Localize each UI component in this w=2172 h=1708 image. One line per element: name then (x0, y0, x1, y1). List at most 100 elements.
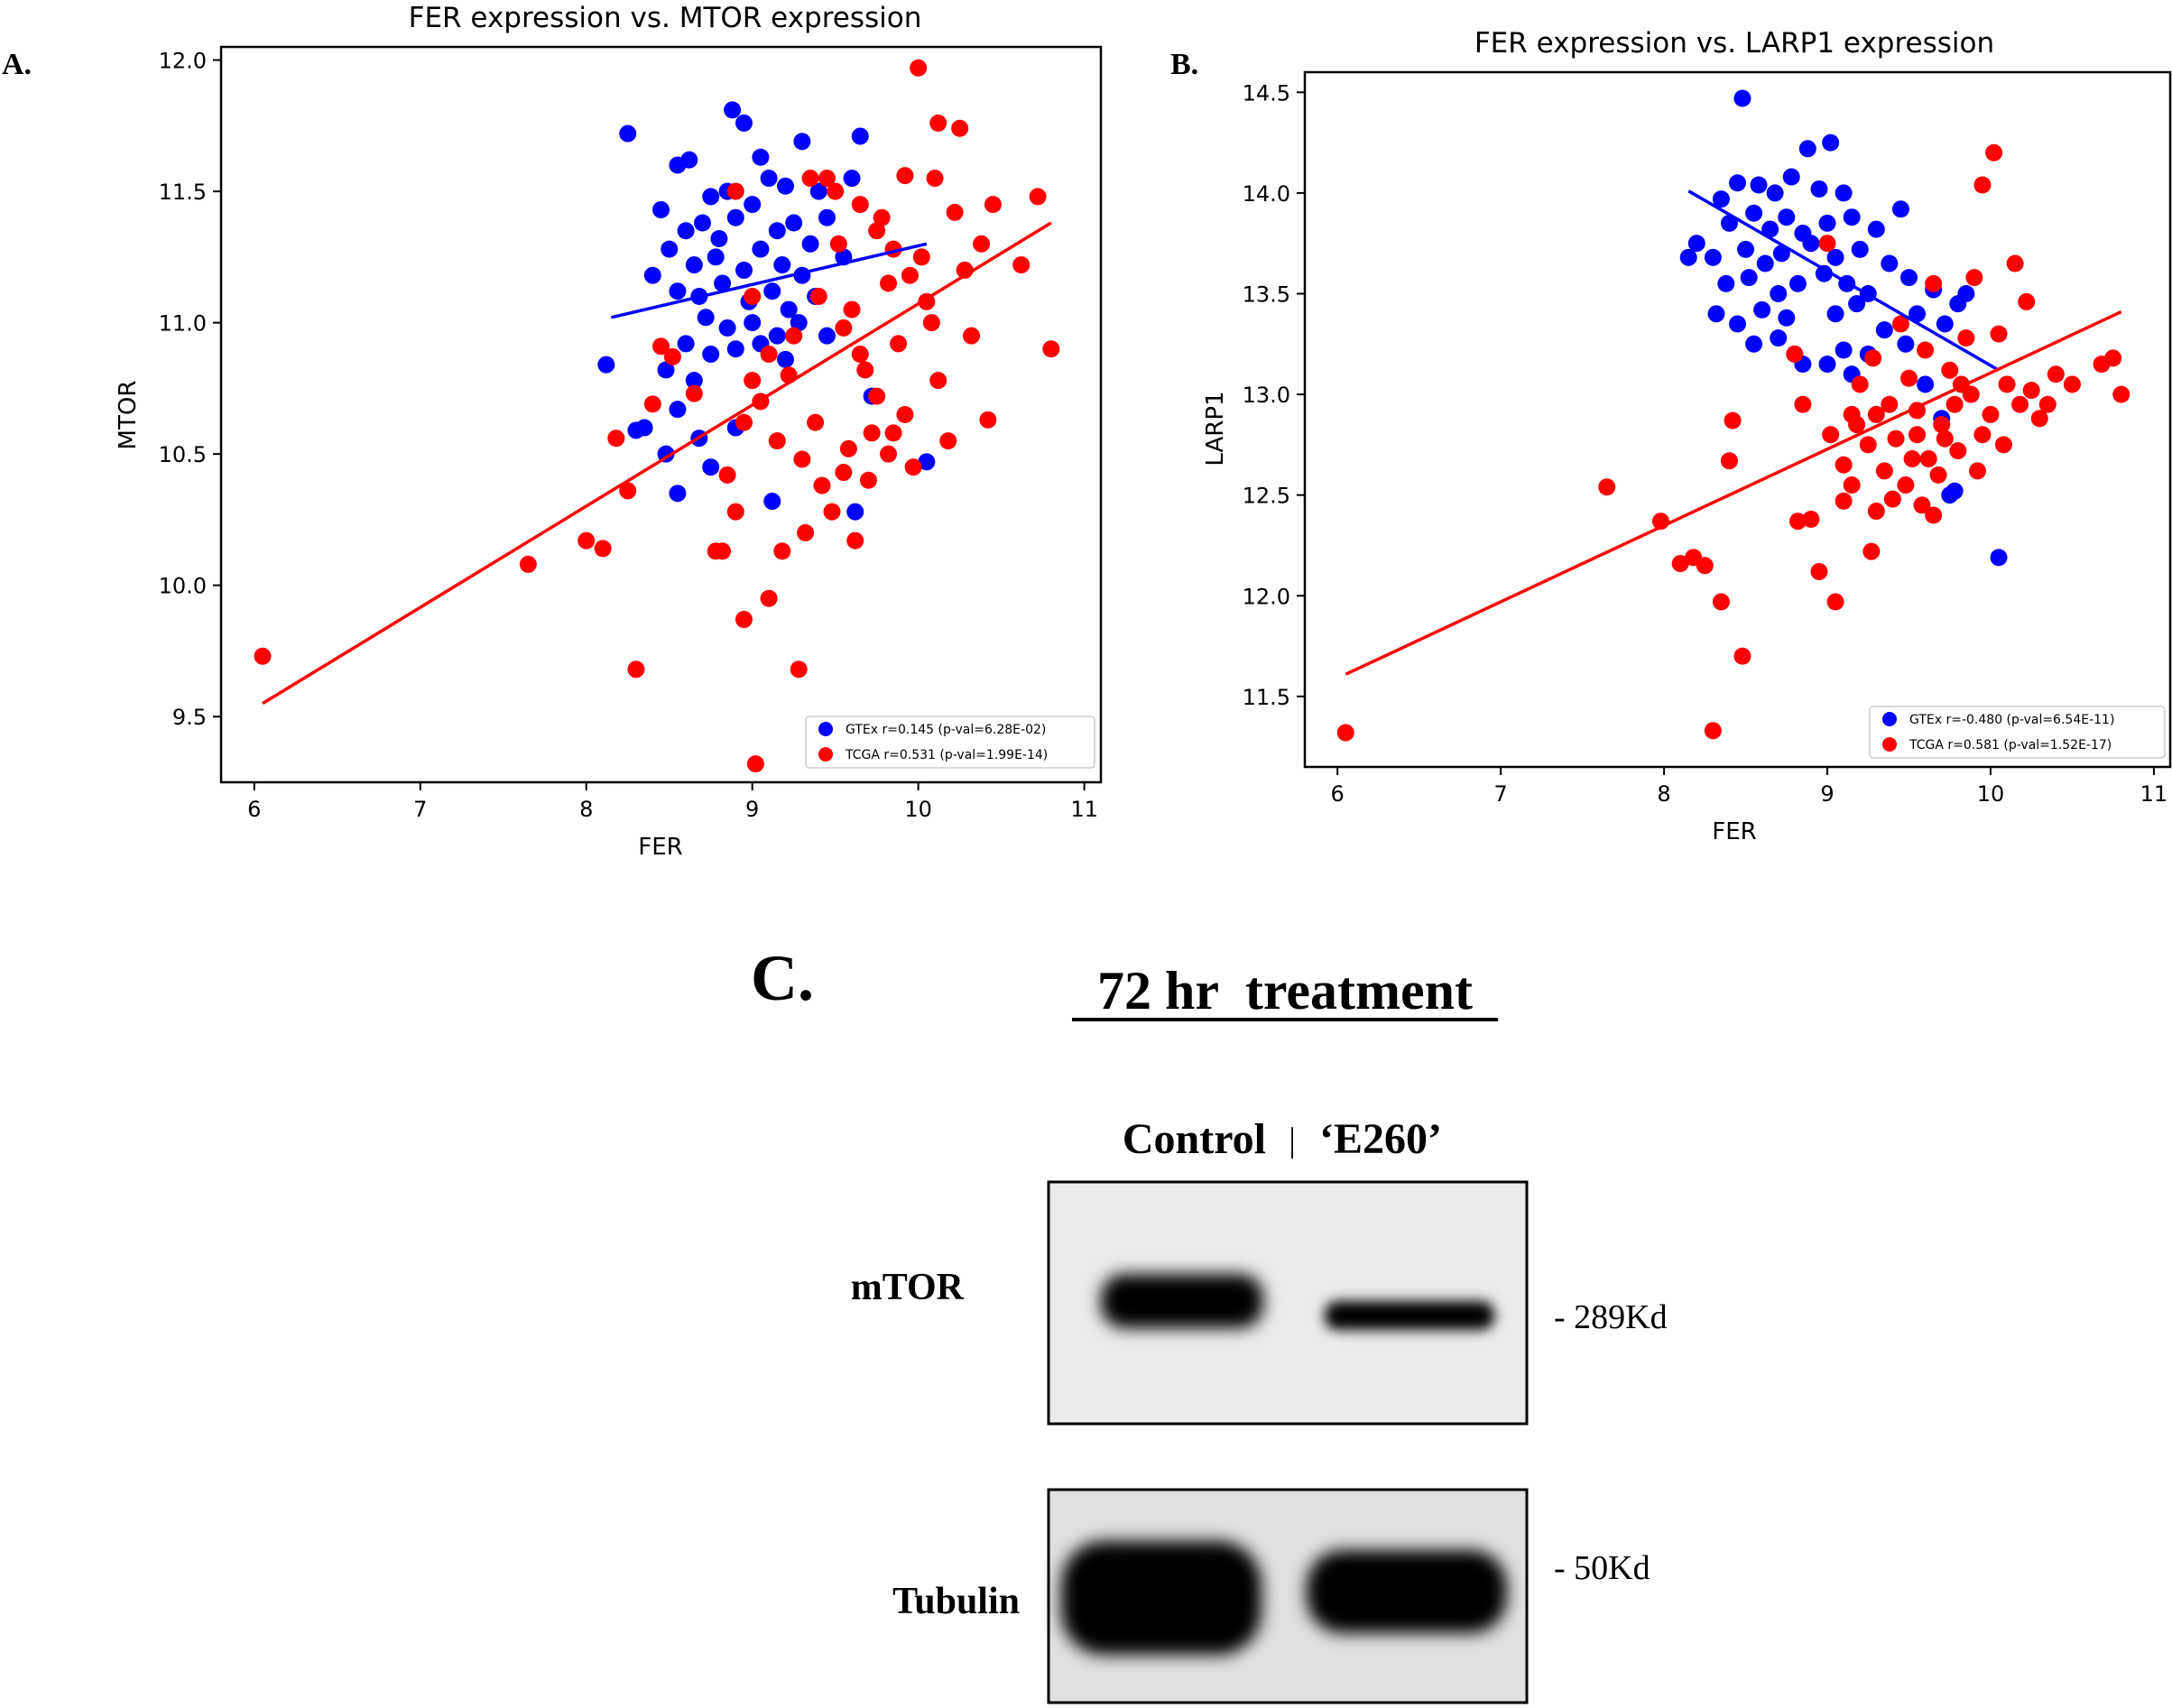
scatter-point-tcga (2047, 365, 2065, 383)
scatter-point-gtex (685, 256, 703, 274)
scatter-point-gtex (1875, 321, 1893, 339)
scatter-point-gtex (818, 327, 836, 345)
scatter-point-gtex (1717, 274, 1735, 292)
scatter-point-tcga (929, 372, 947, 390)
scatter-point-gtex (1822, 134, 1840, 152)
scatter-point-tcga (904, 458, 922, 476)
x-tick-label: 6 (247, 797, 261, 822)
y-tick-label: 11.5 (159, 180, 207, 205)
scatter-point-gtex (1687, 235, 1705, 253)
scatter-point-gtex (1881, 254, 1899, 272)
scatter-point-tcga (714, 542, 732, 560)
scatter-point-tcga (797, 523, 815, 541)
scatter-point-tcga (910, 59, 928, 77)
scatter-point-tcga (1887, 429, 1905, 448)
scatter-point-tcga (1913, 496, 1931, 514)
scatter-point-tcga (594, 540, 612, 558)
scatter-point-tcga (1990, 325, 2008, 343)
y-tick-label: 12.0 (159, 49, 207, 74)
scatter-point-gtex (1957, 285, 1975, 303)
scatter-point-tcga (1851, 375, 1869, 393)
scatter-point-tcga (846, 531, 864, 549)
scatter-point-tcga (929, 114, 947, 132)
fit-line-tcga (1345, 310, 2122, 676)
scatter-point-tcga (835, 319, 853, 337)
scatter-point-tcga (1968, 462, 1986, 480)
scatter-point-tcga (1917, 341, 1935, 359)
scatter-point-tcga (663, 347, 681, 365)
scatter-point-gtex (801, 235, 819, 253)
scatter-point-tcga (973, 235, 991, 253)
scatter-point-gtex (619, 125, 637, 143)
scatter-point-gtex (724, 101, 742, 119)
band-tubulin-control (1061, 1541, 1262, 1655)
scatter-point-gtex (1756, 254, 1774, 272)
scatter-point-gtex (785, 214, 803, 232)
scatter-point-tcga (718, 466, 736, 484)
scatter-point-gtex (763, 282, 781, 300)
scatter-point-gtex (1990, 549, 2008, 567)
scatter-point-tcga (1973, 426, 1992, 444)
y-tick-label: 13.0 (1243, 383, 1290, 408)
scatter-point-tcga (1712, 593, 1730, 611)
scatter-point-tcga (963, 327, 981, 345)
scatter-point-tcga (809, 288, 827, 306)
scatter-point-tcga (1843, 476, 1861, 494)
scatter-point-gtex (685, 372, 703, 390)
chart-mtor-legend-gtex-marker (818, 722, 833, 736)
scatter-point-tcga (773, 542, 791, 560)
scatter-point-tcga (1802, 510, 1820, 528)
panel-label-c: C. (751, 942, 814, 1014)
scatter-point-tcga (1881, 395, 1899, 413)
scatter-point-tcga (1720, 452, 1738, 470)
y-tick-label: 10.0 (159, 574, 207, 599)
y-tick-label: 12.5 (1243, 484, 1290, 509)
scatter-point-tcga (1875, 462, 1893, 480)
scatter-point-tcga (2093, 355, 2111, 374)
scatter-point-gtex (1802, 235, 1820, 253)
scatter-point-gtex (780, 300, 798, 319)
scatter-point-tcga (685, 384, 703, 402)
chart-mtor-legend-tcga: TCGA r=0.531 (p-val=1.99E-14) (845, 748, 1048, 762)
scatter-point-tcga (1826, 593, 1844, 611)
scatter-point-gtex (752, 240, 770, 258)
scatter-point-tcga (901, 266, 919, 284)
scatter-point-tcga (1786, 345, 1804, 363)
scatter-point-tcga (735, 413, 753, 431)
scatter-point-tcga (1897, 476, 1915, 494)
y-tick-label: 11.5 (1243, 685, 1290, 710)
scatter-point-tcga (1864, 349, 1882, 367)
y-tick-label: 11.0 (159, 311, 207, 337)
scatter-point-gtex (726, 340, 744, 358)
scatter-point-gtex (1704, 248, 1722, 266)
scatter-point-tcga (1867, 405, 1885, 423)
scatter-point-tcga (880, 445, 898, 463)
scatter-point-tcga (2018, 292, 2036, 310)
fit-line-gtex (610, 242, 928, 319)
scatter-point-tcga (1696, 557, 1714, 575)
scatter-point-gtex (1782, 168, 1800, 186)
scatter-point-gtex (1770, 329, 1788, 347)
scatter-point-gtex (1835, 341, 1853, 359)
chart-larp1-ticks: 6 7 8 9 10 11 11.5 12.0 12.5 13.0 13.5 14.0 14.5 (1243, 80, 2168, 807)
scatter-point-gtex (744, 314, 762, 332)
scatter-point-gtex (818, 208, 836, 226)
scatter-point-tcga (1925, 274, 1943, 292)
scatter-point-tcga (1946, 395, 1964, 413)
scatter-point-tcga (2006, 254, 2024, 272)
scatter-point-tcga (1835, 456, 1853, 474)
scatter-point-tcga (2038, 395, 2056, 413)
scatter-point-gtex (714, 274, 732, 292)
scatter-point-gtex (1712, 190, 1730, 208)
scatter-point-tcga (922, 314, 940, 332)
fit-line-gtex (1687, 189, 2000, 372)
scatter-point-tcga (790, 660, 808, 679)
scatter-point-gtex (643, 266, 661, 284)
western-blot-panel: 72 hr treatment Control | ‘E260’ mTOR - … (851, 961, 1668, 1704)
scatter-point-gtex (1770, 285, 1788, 303)
chart-larp1-title: FER expression vs. LARP1 expression (1474, 27, 1994, 60)
scatter-point-gtex (1909, 305, 1927, 323)
chart-mtor-ylabel: MTOR (115, 381, 142, 450)
scatter-point-gtex (597, 355, 615, 374)
scatter-point-gtex (1772, 245, 1790, 263)
